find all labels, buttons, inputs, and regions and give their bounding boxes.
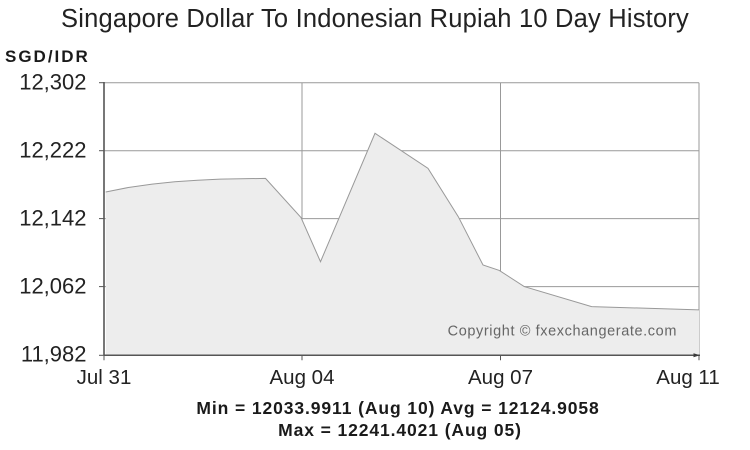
svg-text:Aug 11: Aug 11 (656, 366, 719, 389)
svg-text:Min = 12033.9911 (Aug 10) Avg: Min = 12033.9911 (Aug 10) Avg = 12124.90… (196, 398, 599, 418)
svg-text:Aug 07: Aug 07 (468, 366, 533, 389)
svg-text:Aug 04: Aug 04 (270, 366, 335, 389)
svg-text:Copyright © fxexchangerate.com: Copyright © fxexchangerate.com (448, 324, 677, 340)
svg-text:12,302: 12,302 (19, 70, 86, 95)
svg-text:12,222: 12,222 (19, 138, 86, 163)
svg-text:Jul 31: Jul 31 (77, 366, 132, 389)
svg-text:11,982: 11,982 (21, 342, 87, 367)
svg-text:12,062: 12,062 (19, 274, 86, 299)
svg-text:Max = 12241.4021 (Aug 05): Max = 12241.4021 (Aug 05) (278, 420, 522, 440)
svg-text:12,142: 12,142 (19, 206, 86, 231)
